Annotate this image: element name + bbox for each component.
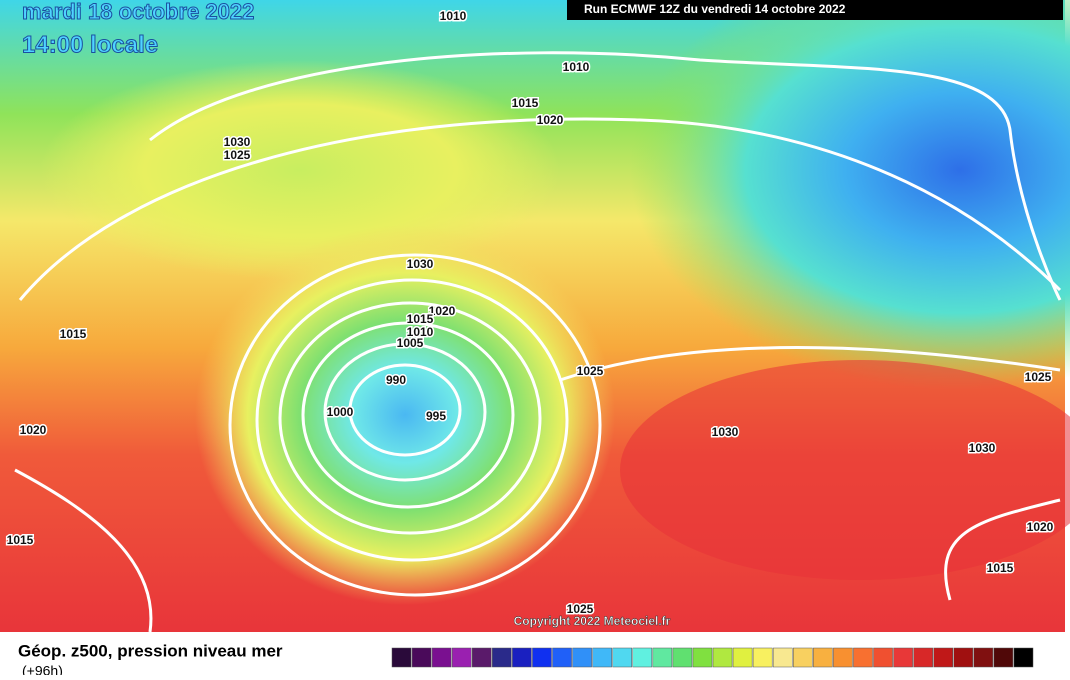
isobar	[228, 253, 602, 597]
isobar-label: 990	[386, 373, 406, 387]
isobar-label: 1025	[1025, 370, 1052, 384]
color-swatch	[752, 647, 773, 668]
color-swatch	[492, 647, 512, 668]
isobar-labels: 1010101010151020103010251030102010151010…	[5, 8, 1055, 618]
color-swatch	[953, 647, 974, 668]
color-swatch	[1013, 647, 1034, 668]
isobar-label: 1015	[7, 533, 34, 547]
color-swatch	[793, 647, 813, 668]
isobar-label: 1025	[577, 364, 604, 378]
color-swatch	[411, 647, 432, 668]
color-swatch	[772, 647, 793, 668]
color-swatch	[813, 647, 833, 668]
isobar	[348, 363, 462, 457]
isobar-label: 1020	[429, 304, 456, 318]
isobar-label: 1010	[407, 325, 434, 339]
isobar-label: 1020	[1027, 520, 1054, 534]
isobar	[559, 346, 1061, 382]
color-scale	[391, 647, 1034, 668]
isobar-label: 1020	[20, 423, 47, 437]
color-swatch	[391, 647, 412, 668]
isobar-label: 995	[426, 409, 446, 423]
color-swatch	[431, 647, 452, 668]
isobar-label: 1010	[440, 9, 467, 23]
color-swatch	[732, 647, 753, 668]
map-date: mardi 18 octobre 2022	[22, 0, 254, 24]
color-swatch	[451, 647, 472, 668]
isobar-label: 1030	[407, 257, 434, 271]
color-swatch	[913, 647, 933, 668]
legend-subtitle: (+96h)	[22, 663, 63, 675]
map-time: 14:00 locale	[22, 31, 158, 58]
isobar	[323, 342, 487, 482]
color-swatch	[632, 647, 653, 668]
color-swatch	[853, 647, 873, 668]
isobar-label: 1020	[537, 113, 564, 127]
isobar	[14, 468, 153, 633]
isobar-label: 1015	[60, 327, 87, 341]
color-swatch	[532, 647, 552, 668]
color-swatch	[893, 647, 913, 668]
isobar	[944, 498, 1061, 601]
isobar-label: 1015	[407, 312, 434, 326]
isobar	[18, 117, 1062, 301]
isobar	[301, 321, 515, 509]
isobar	[255, 278, 569, 562]
color-swatch	[712, 647, 733, 668]
color-swatch	[672, 647, 693, 668]
isobar-label: 1030	[712, 425, 739, 439]
isobar-label: 1025	[567, 602, 594, 616]
color-swatch	[933, 647, 953, 668]
run-info: Run ECMWF 12Z du vendredi 14 octobre 202…	[584, 2, 846, 16]
run-box	[567, 0, 1063, 20]
isobar-label: 1005	[397, 336, 424, 350]
field-low	[195, 225, 615, 605]
color-swatch	[572, 647, 592, 668]
isobar-label: 1010	[563, 60, 590, 74]
color-swatch	[552, 647, 572, 668]
color-swatch	[612, 647, 632, 668]
isobar-label: 1030	[224, 135, 251, 149]
field-ridge	[40, 60, 560, 280]
isobars	[14, 51, 1062, 633]
isobar-label: 1030	[969, 441, 996, 455]
isobar-label: 1000	[327, 405, 354, 419]
color-swatch	[512, 647, 532, 668]
field-trough	[630, 0, 1070, 390]
color-swatch	[833, 647, 853, 668]
isobar	[278, 301, 542, 535]
color-swatch	[692, 647, 713, 668]
isobar-label: 1025	[224, 148, 251, 162]
legend-title: Géop. z500, pression niveau mer	[18, 641, 283, 660]
color-swatch	[873, 647, 893, 668]
color-swatch	[592, 647, 612, 668]
field-high	[620, 360, 1070, 580]
color-swatch	[973, 647, 994, 668]
isobar-label: 1015	[512, 96, 539, 110]
copyright: Copyright 2022 Meteociel.fr	[514, 614, 671, 628]
color-swatch	[652, 647, 673, 668]
isobar-label: 1015	[987, 561, 1014, 575]
isobar	[149, 51, 1062, 301]
color-swatch	[993, 647, 1014, 668]
color-swatch	[472, 647, 492, 668]
